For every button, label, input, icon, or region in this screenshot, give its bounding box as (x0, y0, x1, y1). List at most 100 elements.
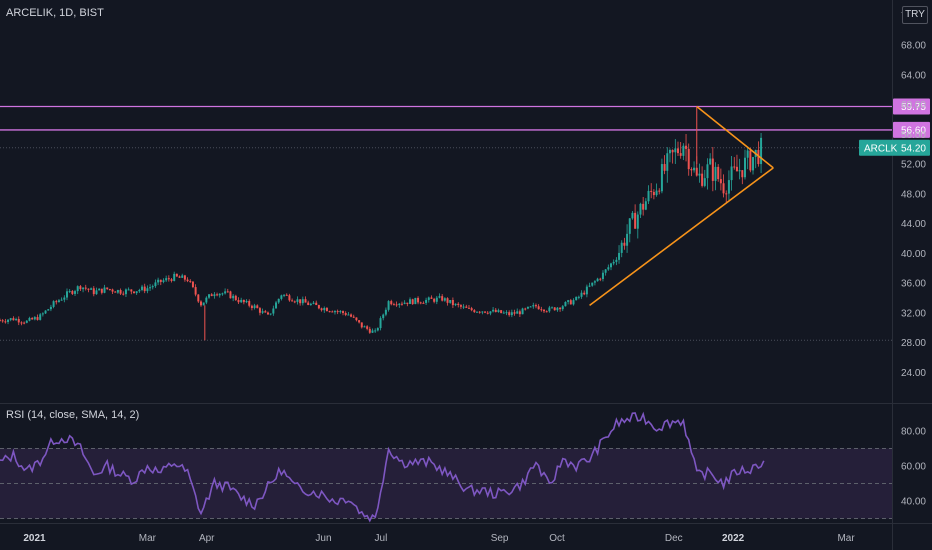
level-badge-label: 59.75 (901, 102, 926, 113)
candle-body (242, 299, 245, 303)
candle-body (49, 306, 52, 310)
time-tick-label: Jun (315, 533, 331, 544)
candle-body (301, 299, 304, 304)
candle-body (288, 295, 291, 301)
candle-body (167, 278, 170, 280)
candle-body (116, 290, 119, 293)
candles (0, 106, 763, 341)
price-tick-label: 28.00 (901, 338, 926, 349)
candle-body (317, 305, 320, 309)
time-tick-label: 2021 (23, 533, 46, 544)
candle-body (352, 316, 355, 318)
candle-body (580, 292, 583, 297)
candle-body (74, 291, 77, 294)
candle-body (462, 306, 465, 308)
candle-body (508, 312, 511, 316)
candle-body (111, 289, 114, 292)
candle-body (757, 149, 760, 165)
candle-body (727, 180, 730, 194)
candle-body (623, 242, 626, 246)
last-price-value: 54.20 (901, 143, 926, 154)
rsi-tick-label: 80.00 (901, 427, 926, 438)
candle-body (425, 299, 428, 303)
candle-body (60, 299, 63, 301)
candle-body (135, 291, 138, 294)
candle-body (634, 212, 637, 229)
currency-button[interactable]: TRY (902, 6, 928, 24)
candle-body (229, 291, 232, 299)
candle-body (108, 289, 111, 291)
candle-body (339, 311, 342, 313)
candle-body (615, 259, 618, 262)
candle-body (532, 305, 535, 307)
candle-body (607, 267, 610, 270)
candle-body (245, 300, 248, 303)
rsi-tick-label: 40.00 (901, 497, 926, 508)
candle-body (492, 309, 495, 312)
candle-body (261, 311, 264, 313)
candle-body (138, 289, 141, 292)
candle-body (159, 279, 162, 282)
candle-body (473, 310, 476, 313)
candle-body (47, 309, 50, 311)
candle-body (521, 308, 524, 315)
candle-body (746, 150, 749, 158)
candle-body (57, 300, 60, 302)
candle-body (127, 289, 130, 291)
candle-body (481, 311, 484, 313)
candle-body (513, 312, 516, 314)
candle-body (149, 287, 152, 289)
candle-body (202, 302, 205, 306)
candle-body (725, 193, 728, 195)
candle-body (749, 150, 752, 171)
candle-body (234, 295, 237, 301)
candle-body (411, 299, 414, 305)
candle-body (433, 298, 436, 302)
candle-body (183, 275, 186, 280)
candle-body (331, 311, 334, 313)
candle-body (293, 301, 296, 303)
candle-body (548, 307, 551, 312)
candle-body (232, 295, 235, 299)
candle-body (698, 173, 701, 176)
candle-body (484, 311, 487, 313)
candle-body (277, 298, 280, 303)
candle-body (719, 179, 722, 184)
candle-body (693, 167, 696, 171)
candle-body (344, 312, 347, 315)
candle-body (79, 286, 82, 290)
candle-body (497, 310, 500, 313)
candle-body (417, 297, 420, 303)
candle-body (733, 166, 736, 168)
candle-body (500, 310, 503, 314)
candle-body (106, 287, 109, 290)
candle-body (208, 294, 211, 298)
candle-body (323, 307, 326, 311)
rsi-indicator-label[interactable]: RSI (14, close, SMA, 14, 2) (6, 409, 140, 421)
candle-body (264, 311, 267, 313)
candle-body (711, 158, 714, 181)
candle-body (430, 297, 433, 299)
price-tick-label: 36.00 (901, 279, 926, 290)
candle-body (722, 183, 725, 194)
time-tick-label: Sep (491, 533, 509, 544)
candle-body (518, 311, 521, 315)
candle-body (33, 317, 36, 320)
candle-body (652, 191, 655, 196)
candle-body (457, 303, 460, 306)
price-tick-label: 64.00 (901, 70, 926, 81)
candle-body (216, 294, 219, 296)
candle-body (682, 145, 685, 156)
candle-body (529, 306, 532, 308)
candle-body (283, 294, 286, 296)
candle-body (564, 301, 567, 307)
candle-body (446, 298, 449, 303)
candle-body (224, 291, 227, 294)
candle-body (266, 312, 269, 315)
candle-body (336, 311, 339, 313)
time-tick-label: Mar (139, 533, 157, 544)
candle-body (636, 214, 639, 229)
